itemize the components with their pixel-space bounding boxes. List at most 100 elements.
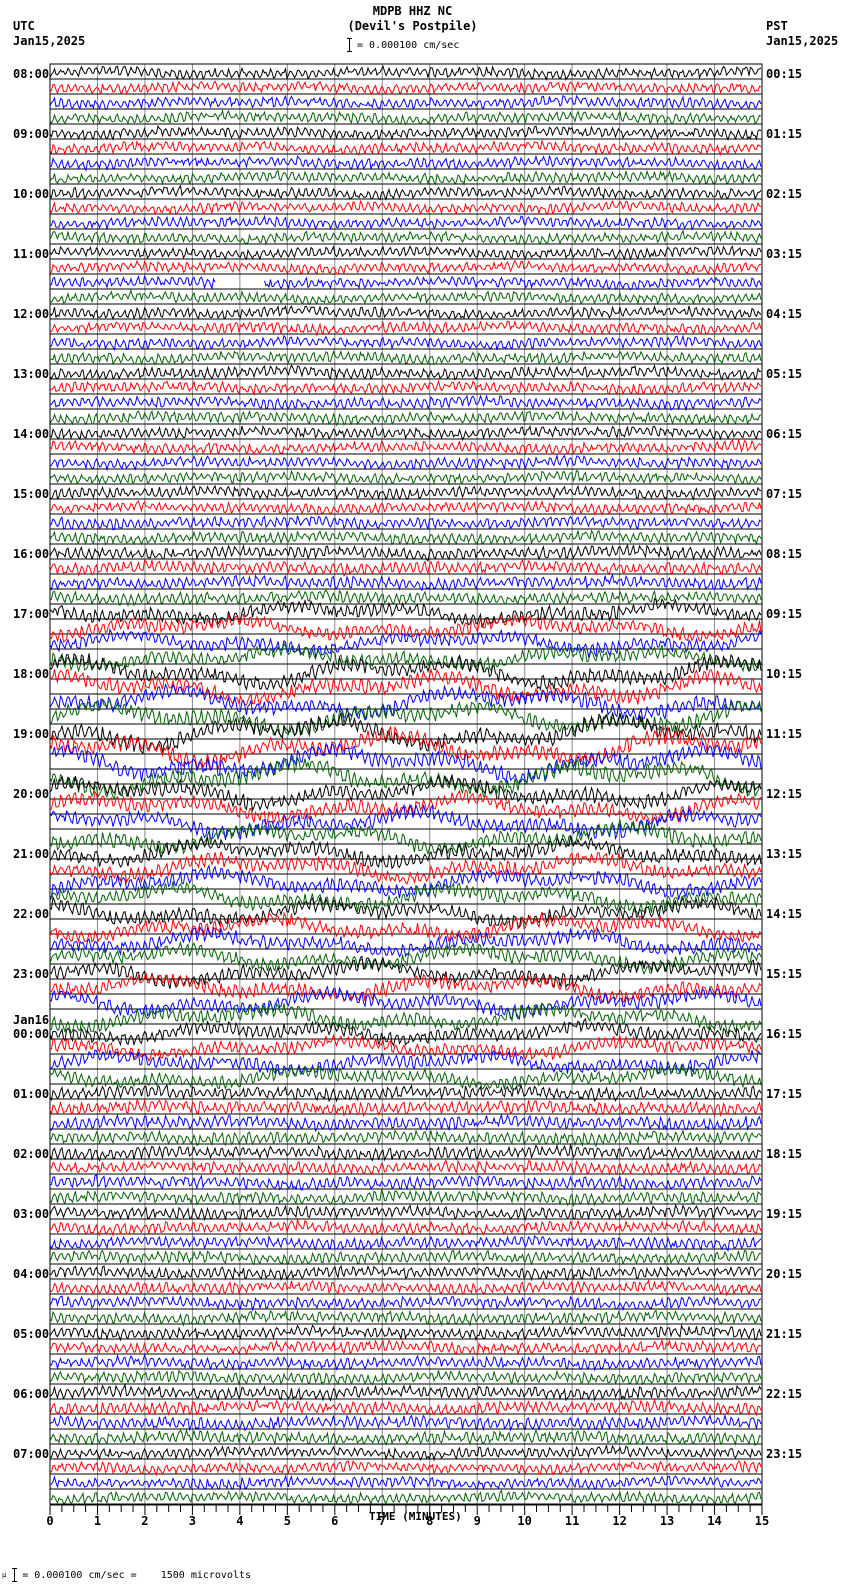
left-date: Jan15,2025: [13, 34, 86, 48]
utc-hour-label: 04:00: [13, 1267, 50, 1281]
utc-hour-label: 11:00: [13, 247, 50, 261]
pst-hour-label: 16:15: [766, 1027, 803, 1041]
utc-hour-label: 00:00: [13, 1027, 50, 1041]
x-axis-label: TIME (MINUTES): [369, 1510, 462, 1523]
seismic-trace: [49, 667, 762, 707]
seismic-trace: [49, 244, 762, 261]
utc-hour-label: 03:00: [13, 1207, 50, 1221]
scale-label: = 0.000100 cm/sec: [357, 40, 460, 51]
pst-hour-label: 17:15: [766, 1087, 803, 1101]
seismic-trace: [50, 740, 762, 785]
seismic-trace: [49, 682, 762, 721]
x-tick-label: 7: [378, 1514, 386, 1528]
seismic-trace: [49, 453, 762, 472]
seismic-trace: [49, 304, 762, 321]
seismic-trace: [49, 184, 762, 201]
seismic-trace: [49, 818, 762, 855]
pst-hour-label: 00:15: [766, 67, 803, 81]
seismic-trace: [49, 1174, 762, 1192]
seismic-trace: [49, 409, 762, 427]
pst-hour-label: 11:15: [766, 727, 803, 741]
seismic-trace: [49, 725, 762, 771]
seismic-trace: [49, 597, 762, 629]
seismic-trace: [49, 1189, 762, 1208]
seismic-trace: [49, 169, 762, 187]
seismic-trace: [49, 139, 762, 157]
station-title: MDPB HHZ NC: [372, 4, 453, 18]
utc-hour-label: 22:00: [13, 907, 50, 921]
utc-hour-label: 20:00: [13, 787, 50, 801]
pst-hour-label: 08:15: [766, 547, 803, 561]
seismic-trace: [49, 214, 762, 231]
seismic-trace: [49, 1064, 762, 1092]
utc-hour-label: 05:00: [13, 1327, 50, 1341]
seismic-trace: [49, 334, 762, 352]
pst-hour-label: 15:15: [766, 967, 803, 981]
pst-hour-label: 07:15: [766, 487, 803, 501]
seismic-trace: [49, 1158, 762, 1176]
seismic-trace: [49, 199, 762, 216]
seismic-trace: [49, 438, 762, 456]
seismic-trace: [49, 1264, 762, 1282]
utc-hour-label: 12:00: [13, 307, 50, 321]
pst-hour-label: 04:15: [766, 307, 803, 321]
seismic-trace: [49, 1098, 762, 1118]
seismic-trace: [49, 499, 762, 516]
seismic-trace: [49, 803, 762, 841]
seismic-trace: [49, 1129, 762, 1148]
utc-hour-label: 23:00: [13, 967, 50, 981]
seismic-trace: [49, 1234, 762, 1252]
x-tick-label: 13: [659, 1514, 675, 1528]
scale-bar-icon: [347, 38, 353, 52]
x-tick-label: 14: [707, 1514, 722, 1528]
seismic-trace: [49, 529, 762, 546]
footer-marker: µ: [2, 1571, 7, 1579]
seismic-trace: [49, 711, 762, 755]
utc-hour-label: 09:00: [13, 127, 50, 141]
seismic-trace: [49, 424, 762, 442]
seismic-trace: [49, 469, 762, 486]
seismic-trace: [49, 1460, 762, 1477]
seismic-trace: [49, 109, 762, 126]
utc-hour-label: 21:00: [13, 847, 50, 861]
x-tick-label: 9: [473, 1514, 481, 1528]
pst-hour-label: 20:15: [766, 1267, 803, 1281]
x-tick-label: 0: [46, 1514, 54, 1528]
pst-hour-label: 14:15: [766, 907, 803, 921]
seismic-trace: [49, 515, 762, 531]
seismic-trace: [49, 895, 762, 931]
seismic-trace: [49, 1083, 762, 1103]
x-tick-label: 11: [564, 1514, 580, 1528]
seismic-trace: [49, 79, 762, 95]
footer-scale: µ = 0.000100 cm/sec = 1500 microvolts: [2, 1568, 251, 1582]
x-tick-label: 1: [93, 1514, 102, 1528]
seismic-trace: [49, 288, 762, 306]
x-tick-label: 3: [188, 1514, 196, 1528]
seismic-trace: [49, 1249, 762, 1266]
seismic-trace: [49, 1294, 762, 1312]
pst-hour-label: 12:15: [766, 787, 803, 801]
seismic-trace: [49, 1112, 762, 1133]
seismic-trace: [49, 1353, 762, 1372]
scale-indicator: = 0.000100 cm/sec: [347, 38, 459, 52]
utc-hour-label: 18:00: [13, 667, 50, 681]
seismic-trace: [49, 1474, 762, 1491]
utc-hour-label: 07:00: [13, 1447, 50, 1461]
seismic-trace: [49, 1279, 762, 1297]
seismic-trace: [49, 925, 762, 958]
station-location: (Devil's Postpile): [347, 19, 478, 33]
utc-hour-label: 17:00: [13, 607, 50, 621]
seismic-trace: [49, 864, 762, 900]
seismic-trace: [49, 1017, 762, 1047]
pst-hour-label: 13:15: [766, 847, 803, 861]
utc-hour-label: 14:00: [13, 427, 50, 441]
seismic-trace: [49, 940, 762, 975]
seismic-trace: [49, 755, 762, 801]
seismic-trace: [49, 1049, 762, 1076]
pst-hour-label: 06:15: [766, 427, 803, 441]
seismic-trace: [49, 985, 762, 1020]
date-change-label: Jan16: [13, 1013, 50, 1027]
pst-hour-label: 03:15: [766, 247, 803, 261]
seismic-trace: [49, 1413, 762, 1432]
seismic-trace: [49, 1219, 762, 1237]
